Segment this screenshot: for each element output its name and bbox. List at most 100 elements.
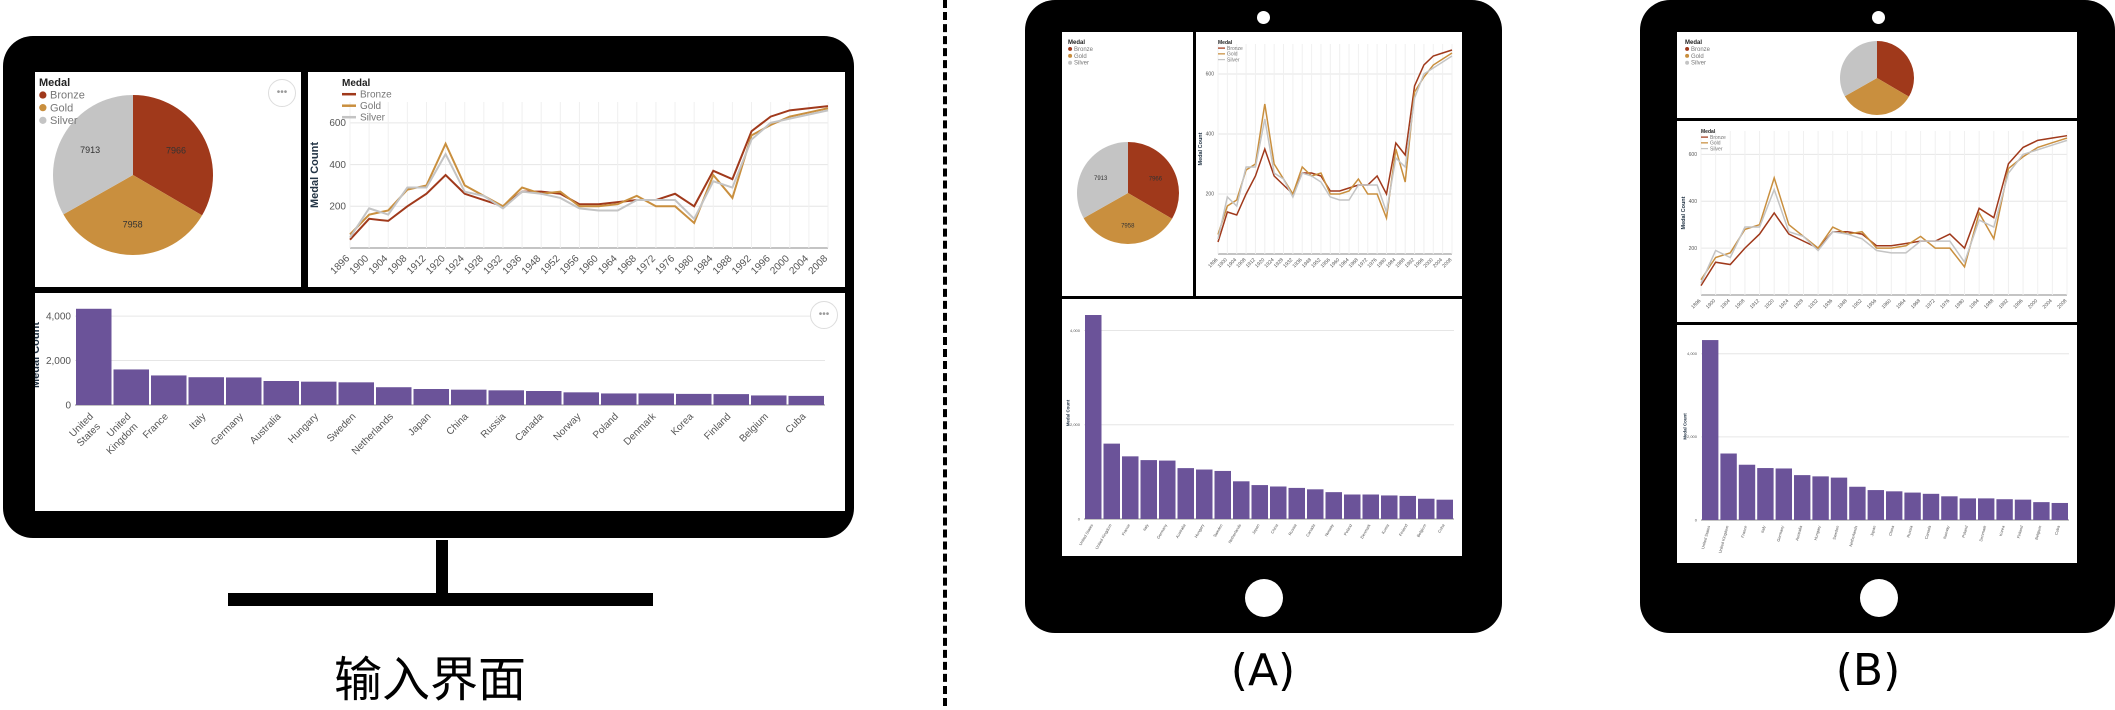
legend-swatch — [1685, 60, 1690, 65]
x-tick-label: 1928 — [462, 253, 486, 277]
x-tick-label: 1952 — [1851, 298, 1863, 310]
x-tick-label: 1964 — [596, 253, 620, 277]
bar — [1288, 487, 1305, 519]
x-tick-label: Italy — [1760, 525, 1767, 533]
y-tick-label: 2,000 — [1687, 434, 1698, 439]
bar — [1325, 492, 1342, 519]
x-tick-label: Sweden — [325, 411, 358, 444]
bar — [1996, 499, 2013, 520]
x-tick-label: 1956 — [558, 253, 582, 277]
y-tick-label: 400 — [1206, 132, 1215, 138]
x-tick-label: 1980 — [1954, 298, 1966, 310]
bar — [301, 381, 337, 405]
x-tick-label: 1956 — [1866, 298, 1878, 310]
x-tick-label: France — [1121, 522, 1132, 536]
bar — [1251, 485, 1268, 519]
x-tick-label: Hungary — [1193, 523, 1205, 539]
x-tick-label: Poland — [1343, 523, 1354, 536]
series-line-silver — [1217, 55, 1453, 240]
y-tick-label: 400 — [329, 160, 346, 171]
bar — [1085, 315, 1102, 519]
y-axis-title: Medal Count — [309, 142, 321, 208]
x-tick-label: 2008 — [2056, 298, 2068, 310]
x-tick-label: Finland — [1398, 523, 1409, 537]
bar — [1177, 468, 1194, 519]
bar — [713, 394, 749, 405]
bar — [451, 389, 487, 405]
y-tick-label: 4,000 — [1687, 351, 1698, 356]
x-tick-label: 1988 — [711, 253, 735, 277]
legend-item: Bronze — [1074, 47, 1094, 53]
x-tick-label: 1996 — [2012, 298, 2024, 310]
bar — [263, 381, 299, 405]
y-tick-label: 4,000 — [46, 311, 71, 322]
x-tick-label: Russia — [1287, 522, 1298, 536]
legend-swatch — [39, 104, 47, 112]
tablet-a-home-button[interactable] — [1245, 579, 1283, 617]
legend-item: Gold — [1074, 54, 1087, 60]
x-tick-label: 1924 — [1778, 298, 1790, 310]
x-tick-label: Australia — [248, 411, 284, 447]
bar — [1757, 468, 1774, 520]
x-tick-label: Italy — [188, 411, 209, 432]
x-tick-label: 1932 — [482, 253, 506, 277]
legend-item: Bronze — [1227, 46, 1243, 52]
x-tick-label: 1992 — [730, 253, 754, 277]
tablet-a-screen: 7966 7958 7913 Medal Bronze Gold Silver 200 400… — [1060, 30, 1464, 558]
legend-item: Gold — [1227, 52, 1238, 58]
bar — [563, 392, 599, 405]
x-tick-label: United Kingdom — [1717, 524, 1729, 553]
bar — [1418, 498, 1435, 519]
x-tick-label: Netherlands — [1848, 525, 1858, 547]
x-tick-label: 1992 — [1998, 298, 2010, 310]
bar — [226, 377, 262, 405]
legend-swatch — [1068, 60, 1073, 65]
bar — [526, 391, 562, 405]
bar — [113, 369, 149, 405]
bar — [1830, 477, 1848, 520]
x-tick-label: Germany — [1776, 525, 1785, 542]
legend-title: Medal — [1068, 40, 1085, 46]
y-tick-label: 0 — [1078, 516, 1081, 521]
series-line-silver — [349, 109, 829, 239]
legend-swatch — [1685, 53, 1690, 58]
legend-title: Medal — [1685, 40, 1702, 46]
bar — [1103, 443, 1120, 519]
y-axis-title: Medal Count — [35, 322, 42, 388]
bar-panel: 0 2,000 4,000 United States United Kingdom Fr… — [1677, 325, 2077, 563]
x-tick-label: 2008 — [1441, 257, 1453, 269]
menu-icon[interactable]: ••• — [810, 301, 838, 329]
x-tick-label: United States — [1078, 523, 1094, 546]
bar — [1270, 486, 1287, 519]
x-tick-label: Belgium — [1416, 522, 1428, 538]
bar — [1886, 491, 1903, 520]
bar — [1196, 469, 1213, 519]
bar — [1904, 492, 1921, 520]
y-tick-label: 200 — [329, 202, 346, 213]
bar-panel: 0 2,000 4,000 United States United Kingdom Fran… — [35, 293, 845, 511]
x-tick-label: 1912 — [1749, 298, 1761, 310]
bar — [1978, 498, 1995, 520]
x-tick-label: 1904 — [1720, 298, 1732, 310]
menu-icon[interactable]: ••• — [268, 79, 296, 107]
x-tick-label: Japan — [1869, 525, 1877, 537]
pie-slice-bronze — [1128, 142, 1179, 219]
legend-item: Bronze — [1691, 47, 1711, 53]
pie-slice-bronze — [1877, 41, 1914, 97]
y-tick-label: 4,000 — [1070, 328, 1081, 333]
x-tick-label: China — [1270, 522, 1280, 534]
x-tick-label: Canada — [1305, 522, 1317, 537]
bar — [1381, 495, 1398, 519]
monitor-stand-neck — [436, 540, 448, 595]
tablet-b-home-button[interactable] — [1860, 579, 1898, 617]
x-tick-label: Denmark — [1359, 523, 1371, 540]
y-axis-title: Medal Count — [1198, 132, 1204, 165]
x-tick-label: Cuba — [2053, 524, 2061, 535]
tablet-b-camera — [1872, 11, 1885, 24]
x-tick-label: Norway — [1942, 525, 1950, 539]
series-line-bronze — [1700, 134, 2068, 287]
bar — [1344, 494, 1361, 519]
legend-item: Silver — [1691, 61, 1706, 67]
x-tick-label: 1900 — [1705, 298, 1717, 310]
bar — [1159, 460, 1176, 519]
